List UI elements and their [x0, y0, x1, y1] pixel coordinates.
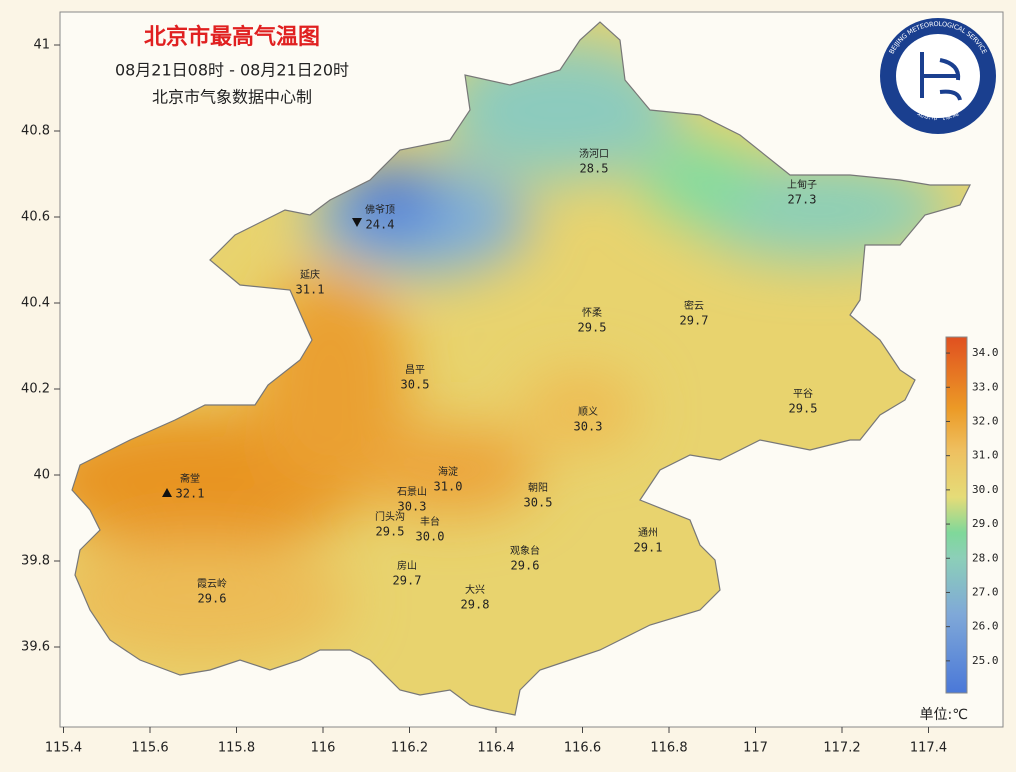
station-name: 大兴: [465, 583, 485, 596]
station-name: 汤河口: [579, 147, 609, 160]
station-value: 30.0: [416, 530, 445, 544]
station-value: 30.5: [401, 378, 430, 392]
station-name: 上甸子: [787, 178, 817, 191]
y-tick-label: 39.6: [21, 640, 50, 655]
station-name: 海淀: [438, 465, 458, 478]
station-name: 平谷: [793, 388, 813, 400]
station-name: 丰台: [420, 515, 440, 528]
min-marker: [352, 218, 362, 227]
station-value: 28.5: [580, 162, 609, 176]
colorbar-label: 34.0: [972, 346, 999, 359]
station-value: 29.5: [578, 321, 607, 335]
y-tick-label: 41: [33, 38, 50, 53]
x-tick-label: 116: [311, 741, 336, 756]
logo-mark: [920, 52, 962, 101]
station-value: 29.6: [511, 559, 540, 573]
station-name: 石景山: [397, 486, 427, 498]
station-name: 昌平: [405, 364, 425, 376]
y-tick-label: 40.4: [21, 296, 50, 311]
station-name: 门头沟: [375, 510, 405, 523]
y-tick-label: 40.2: [21, 382, 50, 397]
source: 北京市气象数据中心制: [152, 88, 312, 107]
station-value: 29.7: [680, 314, 709, 328]
x-tick-label: 116.6: [564, 741, 601, 756]
station-value: 29.1: [634, 541, 663, 555]
x-tick-label: 115.4: [45, 741, 82, 756]
x-tick-label: 116.4: [477, 741, 514, 756]
max-marker: [162, 488, 172, 497]
station-value: 31.1: [296, 283, 325, 297]
colorbar-label: 32.0: [972, 414, 999, 427]
station-value: 29.5: [376, 525, 405, 539]
colorbar-label: 25.0: [972, 654, 999, 667]
colorbar-label: 28.0: [972, 551, 999, 564]
colorbar-label: 29.0: [972, 517, 999, 530]
station-name: 顺义: [578, 406, 598, 418]
y-tick-label: 40.8: [21, 124, 50, 139]
colorbar: [945, 336, 968, 694]
station-name: 房山: [397, 559, 417, 572]
x-tick-label: 117.4: [910, 741, 947, 756]
colorbar-label: 31.0: [972, 449, 999, 462]
station-name: 朝阳: [528, 482, 548, 494]
station-name: 密云: [684, 299, 704, 312]
station-name: 通州: [638, 527, 658, 539]
colorbar-label: 30.0: [972, 483, 999, 496]
y-tick-label: 40.6: [21, 210, 50, 225]
station-value: 30.3: [574, 420, 603, 434]
x-tick-label: 117: [743, 741, 768, 756]
station-value: 29.8: [461, 598, 490, 612]
station-name: 佛爷顶: [365, 203, 395, 216]
station-value: 29.6: [198, 592, 227, 606]
station-value: 31.0: [434, 480, 463, 494]
unit-label: 单位:℃: [920, 707, 968, 723]
station-value: 30.5: [524, 496, 553, 510]
title: 北京市最高气温图: [144, 24, 320, 50]
station-name: 延庆: [300, 268, 320, 281]
station-name: 斋堂: [180, 472, 200, 485]
colorbar-label: 27.0: [972, 585, 999, 598]
station-value: 24.4: [366, 218, 395, 232]
colorbar-label: 33.0: [972, 380, 999, 393]
station-value: 29.7: [393, 574, 422, 588]
x-tick-label: 115.6: [131, 741, 168, 756]
colorbar-label: 26.0: [972, 620, 999, 633]
station-name: 怀柔: [582, 307, 602, 319]
x-tick-label: 115.8: [218, 741, 255, 756]
station-value: 32.1: [176, 487, 205, 501]
x-tick-label: 116.8: [650, 741, 687, 756]
station-name: 观象台: [510, 544, 540, 557]
subtitle: 08月21日08时 - 08月21日20时: [115, 61, 349, 80]
x-tick-label: 116.2: [391, 741, 428, 756]
station-value: 30.3: [398, 500, 427, 514]
station-value: 29.5: [789, 402, 818, 416]
y-tick-label: 40: [33, 468, 50, 483]
y-tick-label: 39.8: [21, 554, 50, 569]
x-tick-label: 117.2: [823, 741, 860, 756]
station-name: 霞云岭: [197, 577, 227, 590]
station-value: 27.3: [788, 193, 817, 207]
logo-text-cn: 北京市气象局: [916, 109, 960, 122]
